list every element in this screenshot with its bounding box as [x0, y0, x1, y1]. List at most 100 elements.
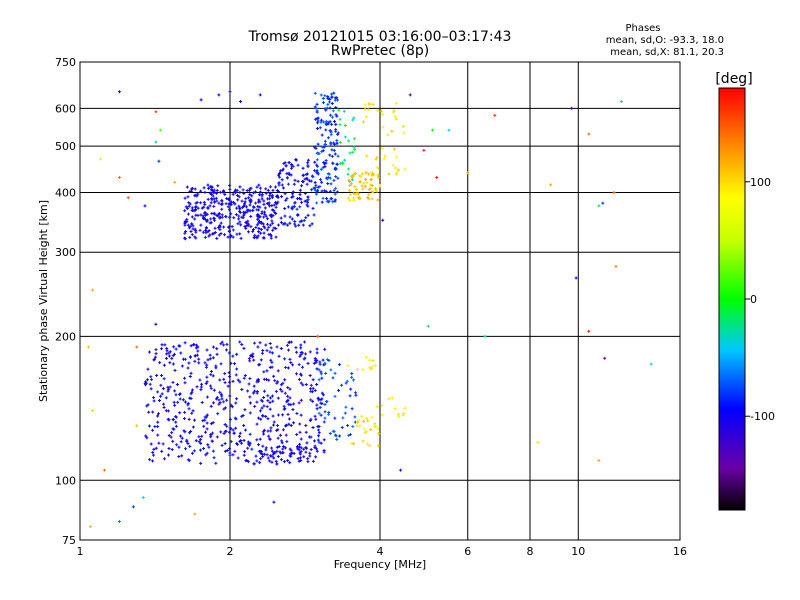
data-point	[363, 431, 367, 435]
data-point	[310, 188, 314, 192]
data-point	[279, 346, 283, 350]
data-point	[329, 182, 333, 186]
data-point	[393, 407, 397, 411]
y-tick-label: 500	[55, 140, 76, 153]
data-point	[190, 208, 194, 212]
data-point	[149, 387, 153, 391]
data-point	[276, 413, 280, 417]
data-point	[183, 220, 187, 224]
data-point	[287, 402, 291, 406]
data-point	[231, 428, 235, 432]
data-point	[297, 363, 301, 367]
data-point	[314, 183, 318, 187]
data-point	[301, 383, 305, 387]
data-point	[262, 199, 266, 203]
data-point	[330, 95, 334, 99]
data-point	[251, 208, 255, 212]
data-point	[264, 448, 268, 452]
data-point	[239, 236, 243, 240]
data-point	[332, 91, 336, 95]
data-point	[371, 102, 375, 106]
data-point	[225, 448, 229, 452]
data-point	[323, 410, 327, 414]
data-point	[257, 416, 261, 420]
data-point	[275, 462, 279, 466]
data-point	[274, 459, 278, 463]
data-point	[536, 440, 540, 444]
data-point	[284, 433, 288, 437]
data-point	[283, 192, 287, 196]
data-point	[252, 191, 256, 195]
data-point	[334, 122, 338, 126]
y-tick-label: 100	[55, 474, 76, 487]
data-point	[282, 445, 286, 449]
data-point	[336, 176, 340, 180]
data-point	[370, 415, 374, 419]
data-point	[426, 324, 430, 328]
data-point	[250, 447, 254, 451]
data-point	[614, 265, 618, 269]
data-point	[323, 165, 327, 169]
data-point	[157, 441, 161, 445]
data-point	[172, 400, 176, 404]
data-point	[369, 171, 373, 175]
data-point	[218, 228, 222, 232]
colorbar-ticks: 100 0 -100	[745, 176, 775, 423]
data-point	[259, 221, 263, 225]
data-point	[348, 193, 352, 197]
data-point	[174, 424, 178, 428]
data-point	[276, 454, 280, 458]
data-point	[190, 390, 194, 394]
data-point	[334, 175, 338, 179]
data-point	[333, 433, 337, 437]
data-point	[230, 405, 234, 409]
data-point	[364, 177, 368, 181]
data-point	[301, 223, 305, 227]
data-point	[161, 442, 165, 446]
data-point	[343, 124, 347, 128]
data-point	[305, 172, 309, 176]
data-point	[243, 450, 247, 454]
data-point	[335, 437, 339, 441]
data-point	[211, 194, 215, 198]
data-point	[354, 391, 358, 395]
data-point	[366, 108, 370, 112]
data-point	[286, 412, 290, 416]
data-point	[220, 340, 224, 344]
data-point	[387, 397, 391, 401]
data-point	[204, 226, 208, 230]
data-point	[285, 423, 289, 427]
data-point	[322, 120, 326, 124]
data-point	[263, 212, 267, 216]
data-point	[348, 394, 352, 398]
data-point	[313, 414, 317, 418]
data-point	[197, 435, 201, 439]
data-point	[597, 204, 601, 208]
data-point	[193, 208, 197, 212]
data-point	[258, 449, 262, 453]
data-point	[228, 90, 232, 94]
data-point	[260, 197, 264, 201]
data-point	[173, 180, 177, 184]
data-point	[157, 398, 161, 402]
data-point	[272, 500, 276, 504]
data-point	[186, 223, 190, 227]
data-point	[222, 225, 226, 229]
data-point	[171, 439, 175, 443]
y-tick-label: 75	[62, 534, 76, 547]
stats-heading: Phases	[625, 23, 660, 34]
data-point	[361, 439, 365, 443]
data-point	[206, 358, 210, 362]
data-point	[203, 235, 207, 239]
data-point	[317, 431, 321, 435]
data-point	[296, 163, 300, 167]
data-point	[322, 438, 326, 442]
data-point	[203, 217, 207, 221]
data-point	[304, 216, 308, 220]
data-point	[264, 343, 268, 347]
data-point	[199, 213, 203, 217]
data-point	[205, 220, 209, 224]
data-point	[271, 188, 275, 192]
data-point	[279, 433, 283, 437]
data-point	[199, 98, 203, 102]
